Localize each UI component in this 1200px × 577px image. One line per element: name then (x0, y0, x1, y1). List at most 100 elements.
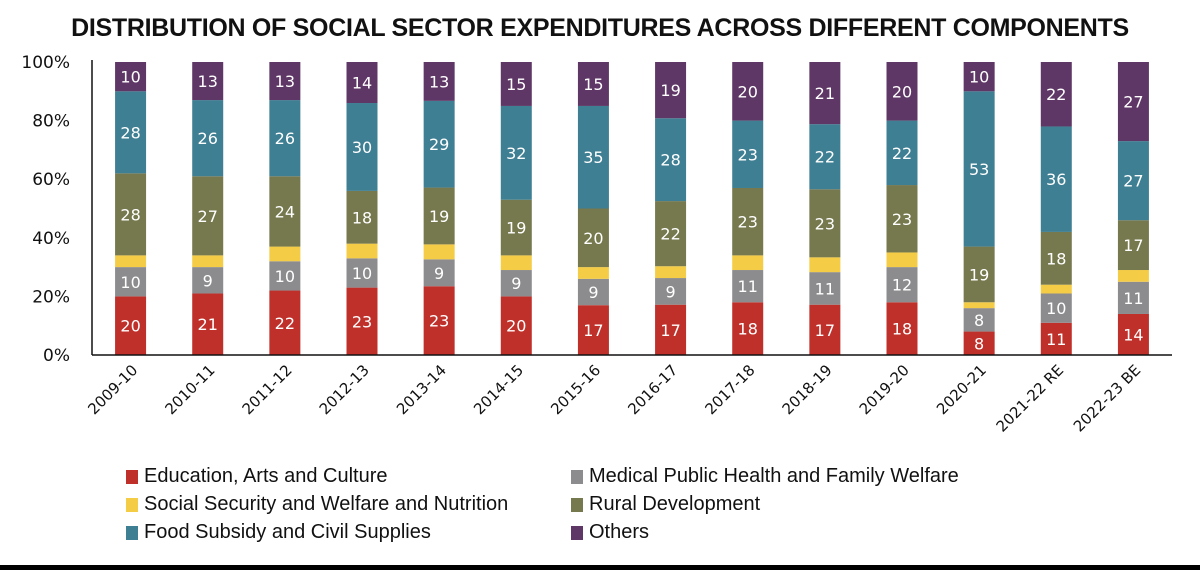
data-label: 15 (583, 75, 603, 94)
data-label: 19 (429, 207, 449, 226)
bar-segment (115, 91, 147, 174)
legend-item-education: Education, Arts and Culture (126, 465, 387, 488)
bar-stack: 14 11 17 27 27 (1117, 62, 1149, 355)
bar-segment (1117, 313, 1149, 355)
data-label: 13 (429, 72, 449, 91)
data-label: 15 (506, 75, 526, 94)
bar-segment (732, 302, 764, 355)
y-tick-label: 40% (32, 229, 70, 249)
x-axis: 2009-10 2010-11 2011-12 2012-13 2013-14 2014-… (84, 354, 1172, 436)
x-tick-label: 2009-10 (84, 361, 141, 418)
data-label: 19 (506, 219, 526, 238)
data-label: 23 (738, 145, 758, 164)
data-label: 21 (198, 315, 218, 334)
data-label: 22 (275, 314, 295, 333)
bar-segment (500, 270, 532, 297)
data-label: 23 (815, 214, 835, 233)
data-label: 35 (583, 148, 603, 167)
bar-stack: 8 8 19 53 10 (963, 62, 995, 355)
bar-segment (269, 62, 301, 101)
x-tick-label: 2016-17 (624, 361, 681, 418)
data-label: 8 (974, 334, 984, 353)
data-label: 21 (815, 84, 835, 103)
data-label: 20 (120, 317, 140, 336)
data-label: 53 (969, 160, 989, 179)
data-label: 12 (892, 276, 912, 295)
bar-segment (809, 189, 841, 258)
data-label: 19 (660, 81, 680, 100)
bar-segment (963, 62, 995, 92)
bar-segment (1040, 293, 1072, 323)
data-label: 23 (352, 312, 372, 331)
data-label: 18 (738, 320, 758, 339)
data-label: 23 (892, 210, 912, 229)
legend-item-food-subsidy: Food Subsidy and Civil Supplies (126, 521, 431, 544)
bottom-divider (0, 565, 1200, 570)
bar-stack: 18 12 23 22 20 (886, 62, 918, 355)
data-label: 23 (429, 312, 449, 331)
legend-item-medical: Medical Public Health and Family Welfare (571, 465, 959, 488)
bar-segment (115, 173, 147, 256)
data-label: 27 (1123, 93, 1143, 112)
bar-segment (577, 278, 609, 306)
bar-segment (577, 305, 609, 355)
bar-segment (269, 261, 301, 291)
bar-segment (423, 62, 455, 101)
bar-segment (500, 255, 532, 271)
bar-segment (1117, 270, 1149, 282)
bar-stack: 20 9 19 32 15 (500, 62, 532, 355)
bar-segment (1040, 322, 1072, 355)
data-label: 17 (1123, 236, 1143, 255)
bar-segment (1117, 220, 1149, 271)
bar-segment (269, 176, 301, 247)
bar-segment (115, 255, 147, 268)
data-label: 20 (892, 82, 912, 101)
data-label: 11 (1123, 289, 1143, 308)
data-label: 27 (1123, 172, 1143, 191)
bar-stack: 17 9 22 28 19 (655, 62, 687, 355)
bar-segment (192, 255, 224, 268)
legend-label: Education, Arts and Culture (144, 465, 388, 487)
data-label: 28 (120, 205, 140, 224)
data-label: 24 (275, 202, 295, 221)
bar-segment (577, 62, 609, 106)
bar-segment (886, 302, 918, 355)
bar-segment (655, 118, 687, 202)
x-tick-label: 2012-13 (316, 361, 373, 418)
bar-segment (500, 105, 532, 200)
bar-segment (655, 278, 687, 305)
bar-segment (655, 266, 687, 279)
bar-segment (732, 120, 764, 188)
x-tick-label: 2017-18 (701, 361, 758, 418)
bar-segment (346, 103, 378, 191)
bar-segment (655, 201, 687, 267)
bar-segment (269, 246, 301, 262)
bar-stack: 17 9 20 35 15 (577, 62, 609, 355)
data-label: 14 (352, 74, 372, 93)
bar-segment (1117, 141, 1149, 221)
data-label: 9 (203, 271, 213, 290)
bar-segment (192, 100, 224, 177)
x-tick-label: 2018-19 (779, 361, 836, 418)
legend-label: Food Subsidy and Civil Supplies (144, 521, 431, 543)
bar-segment (1040, 126, 1072, 232)
data-label: 22 (1046, 85, 1066, 104)
y-tick-label: 60% (32, 170, 70, 190)
x-tick-label: 2019-20 (856, 361, 913, 418)
bar-segment (886, 185, 918, 253)
bar-segment (1040, 284, 1072, 294)
x-tick-label: 2022-23 BE (1070, 361, 1144, 435)
bar-segment (963, 308, 995, 332)
bar-segment (423, 100, 455, 188)
legend-item-social-security: Social Security and Welfare and Nutritio… (126, 493, 508, 516)
bar-segment (732, 270, 764, 303)
data-label: 10 (969, 68, 989, 87)
legend-swatch (126, 525, 138, 540)
data-label: 10 (120, 273, 140, 292)
bar-segment (346, 287, 378, 355)
bar-segment (346, 190, 378, 244)
bar-stack: 23 9 19 29 13 (423, 62, 455, 355)
bar-segment (115, 296, 147, 355)
data-label: 10 (275, 267, 295, 286)
bar-segment (886, 252, 918, 268)
